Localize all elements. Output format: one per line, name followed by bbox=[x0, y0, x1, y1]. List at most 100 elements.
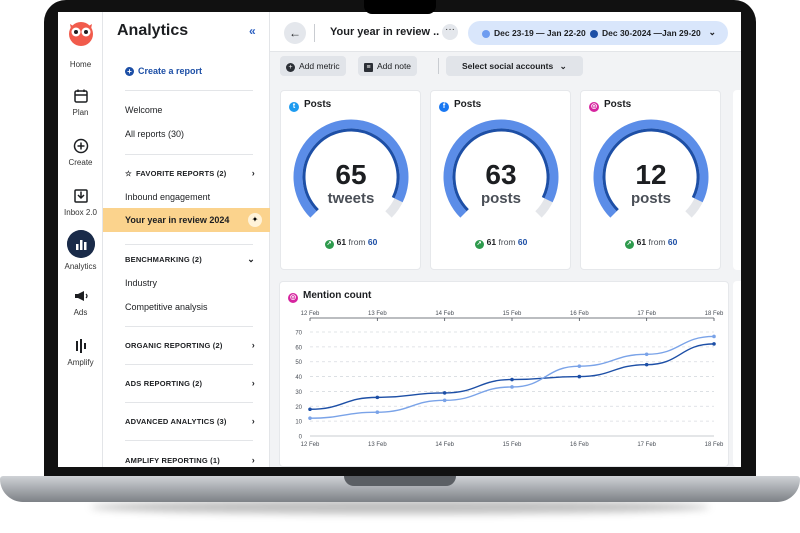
section-favorite-reports[interactable]: ☆ FAVORITE REPORTS (2) › bbox=[125, 168, 255, 178]
current-value: 61 bbox=[336, 237, 347, 247]
section-organic[interactable]: ORGANIC REPORTING (2) › bbox=[125, 340, 255, 350]
posts-card-facebook[interactable]: f Posts 63 posts ↗ 61 from 60 bbox=[430, 90, 571, 270]
sidebar-divider bbox=[125, 440, 253, 441]
rail-ads[interactable]: Ads bbox=[58, 288, 103, 317]
chevron-right-icon: › bbox=[251, 455, 255, 465]
section-organic-label: ORGANIC REPORTING (2) bbox=[125, 341, 223, 350]
mention-line-chart: 0 10 20 30 40 50 60 70 12 Feb 12 Feb 13 Feb 13 Feb 1… bbox=[295, 311, 724, 448]
gauge-unit: posts bbox=[630, 190, 671, 207]
add-note-button[interactable]: ≡ Add note bbox=[358, 56, 418, 76]
section-advanced[interactable]: ADVANCED ANALYTICS (3) › bbox=[125, 416, 255, 426]
x-tick-label-top: 12 Feb bbox=[301, 311, 320, 317]
sidebar-item-all-reports[interactable]: All reports (30) bbox=[125, 129, 185, 139]
sidebar-divider bbox=[125, 402, 253, 403]
y-tick-label: 20 bbox=[295, 405, 302, 411]
chevron-right-icon: › bbox=[251, 416, 255, 426]
series-point-1 bbox=[644, 362, 649, 367]
posts-card-instagram[interactable]: ◎ Posts 12 posts ↗ 61 from 60 bbox=[580, 90, 721, 270]
card-title: ◎ Posts bbox=[589, 99, 631, 112]
rail-analytics[interactable]: Analytics bbox=[58, 230, 103, 271]
series-point-1 bbox=[510, 377, 514, 382]
select-accounts-button[interactable]: Select social accounts ⌄ bbox=[446, 56, 583, 76]
owl-logo-icon[interactable] bbox=[66, 20, 96, 46]
y-tick-label: 0 bbox=[299, 435, 303, 441]
rail-create[interactable]: Create bbox=[58, 138, 103, 167]
rail-amplify-label: Amplify bbox=[67, 358, 94, 367]
series-point-2 bbox=[510, 385, 514, 389]
rail-analytics-label: Analytics bbox=[64, 262, 97, 271]
inbox-icon bbox=[73, 189, 88, 203]
series-point-1 bbox=[375, 395, 380, 400]
sidebar-item-inbound[interactable]: Inbound engagement bbox=[125, 192, 211, 202]
gauge-fill-outer bbox=[593, 119, 709, 218]
gauge-value: 65 bbox=[335, 159, 367, 190]
sidebar-item-welcome[interactable]: Welcome bbox=[125, 105, 163, 115]
date-range-current: Dec 23-19 — Jan 22-20 bbox=[482, 28, 586, 38]
sidebar-divider bbox=[125, 326, 253, 327]
rail-plan[interactable]: Plan bbox=[58, 88, 103, 117]
gauge-value: 63 bbox=[485, 159, 517, 190]
next-card-peek bbox=[733, 90, 741, 270]
mention-count-card[interactable]: ◎ Mention count 0 10 20 30 40 50 60 70 12 Feb 12 F… bbox=[279, 281, 729, 467]
rail-amplify[interactable]: Amplify bbox=[58, 338, 103, 367]
arrow-up-icon: ↗ bbox=[324, 240, 334, 249]
megaphone-icon bbox=[74, 291, 88, 301]
rail-inbox[interactable]: Inbox 2.0 bbox=[58, 188, 103, 217]
posts-card-twitter[interactable]: t Posts 65 tweets ↗ 61 from 60 bbox=[280, 90, 421, 270]
add-note-label: Add note bbox=[377, 61, 412, 71]
section-benchmarking[interactable]: BENCHMARKING (2) ⌄ bbox=[125, 254, 255, 264]
series-point-1 bbox=[712, 342, 716, 346]
x-tick-label: 18 Feb bbox=[705, 442, 724, 448]
create-report-button[interactable]: + Create a report bbox=[125, 66, 202, 76]
card-title-text: Posts bbox=[304, 99, 332, 110]
active-report-label: Your year in review 2024 bbox=[125, 215, 230, 225]
report-toolbar: + Add metric ≡ Add note Select social acco… bbox=[270, 52, 741, 80]
instagram-icon: ◎ bbox=[288, 293, 298, 303]
date-a-dot bbox=[482, 29, 490, 38]
gauge-fill-outer bbox=[443, 119, 559, 218]
sidebar-divider bbox=[125, 90, 253, 91]
rail-ads-label: Ads bbox=[73, 308, 88, 317]
select-accounts-label: Select social accounts bbox=[462, 61, 554, 71]
icon-rail: Home Plan Create Inbox 2.0 Analytics Ads bbox=[58, 12, 103, 467]
sidebar-item-competitive[interactable]: Competitive analysis bbox=[125, 302, 208, 312]
create-report-label: Create a report bbox=[138, 66, 203, 76]
report-header: ← Your year in review .. ··· Dec 23-19 —… bbox=[270, 12, 741, 52]
header-divider bbox=[314, 24, 315, 42]
x-tick-label-top: 17 Feb bbox=[637, 311, 656, 317]
current-value: 61 bbox=[486, 237, 497, 247]
section-amplify[interactable]: AMPLIFY REPORTING (1) › bbox=[125, 455, 255, 465]
date-b-dot bbox=[590, 29, 598, 38]
section-benchmarking-label: BENCHMARKING (2) bbox=[125, 255, 202, 264]
gauge-comparison: ↗ 61 from 60 bbox=[431, 237, 571, 249]
toolbar-divider bbox=[438, 58, 439, 74]
series-point-2 bbox=[577, 364, 582, 368]
section-ads[interactable]: ADS REPORTING (2) › bbox=[125, 378, 255, 388]
x-tick-label-top: 15 Feb bbox=[503, 311, 522, 317]
chevron-right-icon: › bbox=[251, 378, 255, 388]
sidebar-item-year-review[interactable]: Your year in review 2024 ✦ bbox=[103, 208, 270, 232]
date-range-b-label: Dec 30-2024 —Jan 29-20 bbox=[602, 28, 701, 38]
x-tick-label: 16 Feb bbox=[570, 442, 589, 448]
sidebar-divider bbox=[125, 244, 253, 245]
add-metric-button[interactable]: + Add metric bbox=[280, 56, 346, 76]
report-title[interactable]: Your year in review .. bbox=[330, 26, 440, 38]
instagram-icon: ◎ bbox=[589, 102, 599, 112]
collapse-sidebar-button[interactable]: « bbox=[249, 24, 256, 38]
date-range-selector[interactable]: Dec 23-19 — Jan 22-20 Dec 30-2024 —Jan 2… bbox=[468, 21, 728, 45]
rail-home-label: Home bbox=[69, 60, 92, 69]
section-favorite-label: FAVORITE REPORTS (2) bbox=[135, 169, 227, 178]
camera-notch bbox=[364, 0, 436, 14]
pin-icon[interactable]: ✦ bbox=[248, 213, 262, 227]
amplify-icon bbox=[75, 339, 86, 353]
back-button[interactable]: ← bbox=[284, 22, 306, 44]
rail-home[interactable]: Home bbox=[58, 60, 103, 69]
chevron-down-icon: ⌄ bbox=[559, 61, 567, 71]
more-options-button[interactable]: ··· bbox=[442, 24, 458, 40]
next-chart-peek bbox=[733, 281, 741, 467]
sidebar-item-industry[interactable]: Industry bbox=[125, 278, 158, 288]
y-tick-label: 60 bbox=[295, 345, 302, 351]
arrow-up-icon: ↗ bbox=[474, 240, 484, 249]
series-point-1 bbox=[577, 374, 582, 379]
